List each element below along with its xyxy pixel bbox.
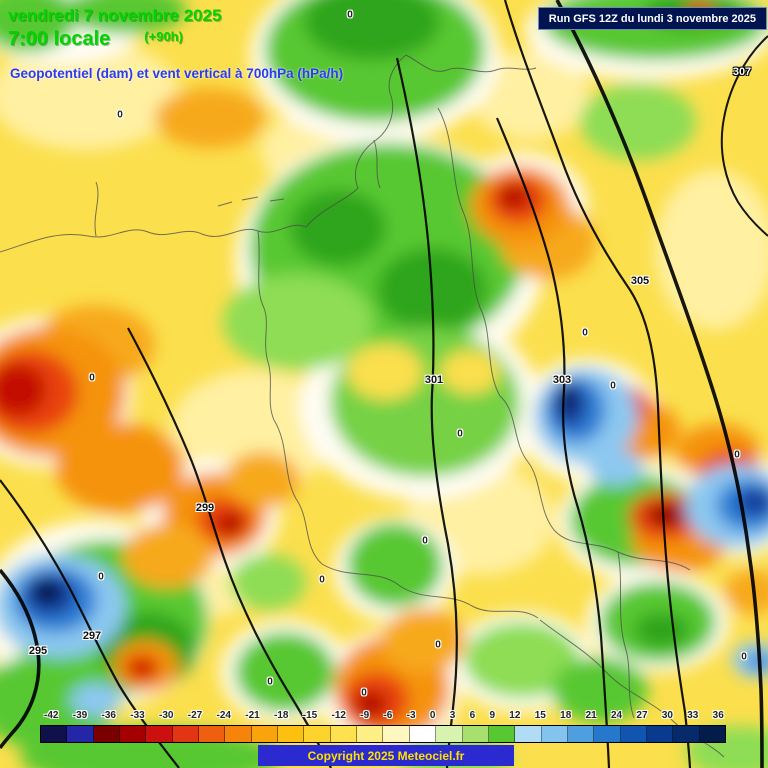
legend-bar	[40, 725, 726, 743]
legend-value: -3	[406, 710, 416, 721]
legend-value: -15	[302, 710, 318, 721]
zero-contour-label: 0	[582, 327, 588, 339]
legend-segment	[515, 726, 542, 742]
legend-value: -12	[331, 710, 346, 721]
legend-value: 21	[585, 710, 597, 721]
legend-value: 3	[449, 710, 456, 721]
zero-contour-label: 0	[347, 9, 353, 21]
legend-segment	[225, 726, 252, 742]
zero-contour-label: 0	[98, 571, 104, 583]
legend-value: -42	[44, 710, 59, 721]
contour-label-297: 297	[82, 630, 102, 642]
contour-label-305: 305	[630, 275, 650, 287]
legend-segment	[541, 726, 568, 742]
contour-label-307: 307	[732, 66, 752, 78]
legend-segment	[146, 726, 173, 742]
legend-segment	[120, 726, 147, 742]
legend-segment	[172, 726, 200, 742]
zero-contour-label: 0	[422, 535, 428, 547]
legend-value: -24	[216, 710, 231, 721]
legend-value: 12	[509, 710, 521, 721]
copyright-bar: Copyright 2025 Meteociel.fr	[258, 745, 514, 766]
legend-segment	[383, 726, 410, 742]
legend-value: 36	[712, 710, 724, 721]
zero-contour-label: 0	[117, 109, 123, 121]
legend-segment	[304, 726, 331, 742]
contour-label-299: 299	[195, 502, 215, 514]
zero-contour-label: 0	[319, 574, 325, 586]
map-parameter-title: Geopotentiel (dam) et vent vertical à 70…	[10, 66, 344, 81]
legend-value: -36	[101, 710, 116, 721]
legend-segment	[330, 726, 358, 742]
legend-value: -39	[72, 710, 88, 721]
legend-segment	[620, 726, 647, 742]
model-run-info: Run GFS 12Z du lundi 3 novembre 2025	[537, 7, 767, 30]
forecast-time-text: 7:00 locale	[8, 28, 111, 50]
legend-segment	[251, 726, 279, 742]
forecast-time: 7:00 locale (+90h)	[8, 28, 183, 51]
legend-segment	[646, 726, 674, 742]
legend-segment	[278, 726, 305, 742]
zero-contour-label: 0	[610, 380, 616, 392]
legend-segment	[699, 726, 725, 742]
zero-contour-label: 0	[457, 428, 463, 440]
legend-value: 27	[636, 710, 648, 721]
legend-value-row: -42 -39 -36 -33 -30 -27 -24 -21 -18 -15 -12 -9 -6 -3 0…	[44, 710, 724, 721]
zero-contour-label: 0	[89, 372, 95, 384]
legend-value: -6	[383, 710, 393, 721]
legend-value: -18	[274, 710, 289, 721]
legend-segment	[41, 726, 68, 742]
legend-value: 33	[687, 710, 699, 721]
legend-value: 15	[534, 710, 546, 721]
legend-segment	[488, 726, 516, 742]
legend-segment	[199, 726, 226, 742]
legend-segment	[409, 726, 437, 742]
legend-segment	[567, 726, 595, 742]
legend-segment	[436, 726, 463, 742]
legend-value: -33	[130, 710, 145, 721]
legend-segment	[67, 726, 94, 742]
legend-value: 0	[429, 710, 436, 721]
zero-contour-label: 0	[741, 651, 747, 663]
legend-segment	[357, 726, 384, 742]
legend-value: 6	[469, 710, 476, 721]
coastlines-borders	[0, 54, 725, 758]
zero-contour-label: 0	[734, 449, 740, 461]
legend-segment	[93, 726, 121, 742]
legend-value: 24	[610, 710, 623, 721]
forecast-date: vendredi 7 novembre 2025	[8, 6, 222, 25]
legend-value: -27	[187, 710, 203, 721]
contour-label-295: 295	[28, 645, 48, 657]
legend-segment	[462, 726, 489, 742]
legend-value: 30	[661, 710, 673, 721]
contour-label-303: 303	[552, 374, 572, 386]
forecast-offset: (+90h)	[144, 29, 183, 44]
legend-value: -21	[245, 710, 260, 721]
zero-contour-label: 0	[435, 639, 441, 651]
zero-contour-label: 0	[361, 687, 367, 699]
legend-value: -9	[360, 710, 370, 721]
zero-contour-label: 0	[267, 676, 273, 688]
legend-value: -30	[159, 710, 174, 721]
legend-value: 18	[560, 710, 572, 721]
legend-value: 9	[489, 710, 495, 721]
legend-segment	[673, 726, 700, 742]
legend-segment	[594, 726, 621, 742]
contour-label-301: 301	[424, 374, 444, 386]
